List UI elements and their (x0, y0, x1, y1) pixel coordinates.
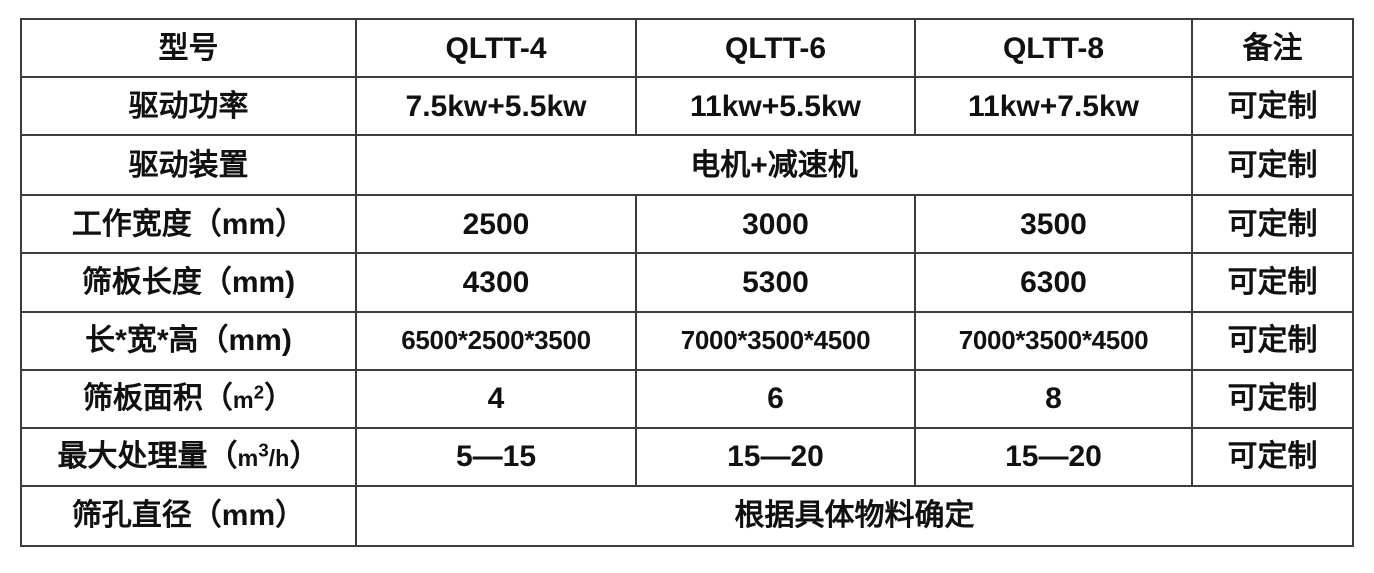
column-header-qltt8: QLTT-8 (914, 17, 1193, 79)
cell-drive-device-remark: 可定制 (1191, 134, 1354, 197)
table-row-mesh-diameter: 筛孔直径（mm） 根据具体物料确定 (20, 484, 1354, 548)
cell-drive-power-qltt6: 11kw+5.5kw (635, 76, 916, 137)
cell-max-capacity-remark: 可定制 (1191, 426, 1354, 487)
row-label-mesh-diameter: 筛孔直径（mm） (20, 484, 357, 548)
cell-screen-length-qltt4: 4300 (355, 252, 637, 313)
cell-screen-area-qltt8: 8 (914, 368, 1193, 429)
row-label-drive-power: 驱动功率 (20, 76, 357, 137)
column-header-qltt6: QLTT-6 (635, 17, 916, 79)
cell-screen-area-remark: 可定制 (1191, 368, 1354, 429)
cell-screen-length-qltt6: 5300 (635, 252, 916, 313)
row-label-screen-area-main: 筛板面积 (82, 382, 203, 416)
row-label-dimensions: 长*宽*高（mm) (20, 310, 357, 371)
row-label-drive-device: 驱动装置 (20, 134, 357, 197)
cell-drive-power-qltt4: 7.5kw+5.5kw (355, 76, 637, 137)
row-label-screen-area: 筛板面积（m2） (20, 368, 357, 429)
cell-screen-area-qltt4: 4 (355, 368, 637, 429)
row-label-max-capacity-unit-tail: /h (268, 445, 290, 472)
cell-max-capacity-qltt4: 5—15 (355, 426, 637, 487)
row-label-working-width-text: 工作宽度（mm） (71, 207, 306, 241)
cell-dimensions-qltt8: 7000*3500*4500 (914, 310, 1193, 371)
cell-screen-length-qltt8: 6300 (914, 252, 1193, 313)
table-row-screen-area: 筛板面积（m2） 4 6 8 可定制 (20, 368, 1354, 429)
cell-dimensions-qltt4: 6500*2500*3500 (355, 310, 637, 371)
row-label-max-capacity: 最大处理量（m3/h） (20, 426, 357, 487)
row-label-working-width: 工作宽度（mm） (20, 194, 357, 255)
specification-table: 型号 QLTT-4 QLTT-6 QLTT-8 备注 驱动功率 7.5kw+5.… (20, 17, 1354, 548)
cell-drive-power-qltt8: 11kw+7.5kw (914, 76, 1193, 137)
row-label-screen-area-sup: 2 (253, 381, 265, 403)
table-row-screen-length: 筛板长度（mm) 4300 5300 6300 可定制 (20, 252, 1354, 313)
row-label-max-capacity-sup: 3 (258, 439, 269, 461)
column-header-remark: 备注 (1191, 17, 1354, 79)
table-row-drive-device: 驱动装置 电机+减速机 可定制 (20, 134, 1354, 197)
specification-table-container: 型号 QLTT-4 QLTT-6 QLTT-8 备注 驱动功率 7.5kw+5.… (20, 17, 1354, 548)
cell-max-capacity-qltt6: 15—20 (635, 426, 916, 487)
cell-working-width-qltt8: 3500 (914, 194, 1193, 255)
table-row-header: 型号 QLTT-4 QLTT-6 QLTT-8 备注 (20, 17, 1354, 79)
cell-max-capacity-qltt8: 15—20 (914, 426, 1193, 487)
row-label-screen-length: 筛板长度（mm) (20, 252, 357, 313)
row-label-max-capacity-unit: m (237, 445, 259, 472)
cell-drive-power-remark: 可定制 (1191, 76, 1354, 137)
cell-drive-device-merged: 电机+减速机 (355, 134, 1193, 197)
cell-working-width-qltt4: 2500 (355, 194, 637, 255)
cell-dimensions-qltt6: 7000*3500*4500 (635, 310, 916, 371)
column-header-qltt4: QLTT-4 (355, 17, 637, 79)
table-row-max-capacity: 最大处理量（m3/h） 5—15 15—20 15—20 可定制 (20, 426, 1354, 487)
cell-working-width-remark: 可定制 (1191, 194, 1354, 255)
cell-screen-length-remark: 可定制 (1191, 252, 1354, 313)
cell-mesh-diameter-merged: 根据具体物料确定 (355, 484, 1354, 548)
cell-working-width-qltt6: 3000 (635, 194, 916, 255)
row-label-screen-area-unit: m (232, 387, 254, 414)
cell-dimensions-remark: 可定制 (1191, 310, 1354, 371)
table-row-dimensions: 长*宽*高（mm) 6500*2500*3500 7000*3500*4500 … (20, 310, 1354, 371)
table-row-drive-power: 驱动功率 7.5kw+5.5kw 11kw+5.5kw 11kw+7.5kw 可… (20, 76, 1354, 137)
cell-screen-area-qltt6: 6 (635, 368, 916, 429)
table-row-working-width: 工作宽度（mm） 2500 3000 3500 可定制 (20, 194, 1354, 255)
row-label-model: 型号 (20, 17, 357, 79)
row-label-max-capacity-main: 最大处理量 (57, 440, 208, 474)
